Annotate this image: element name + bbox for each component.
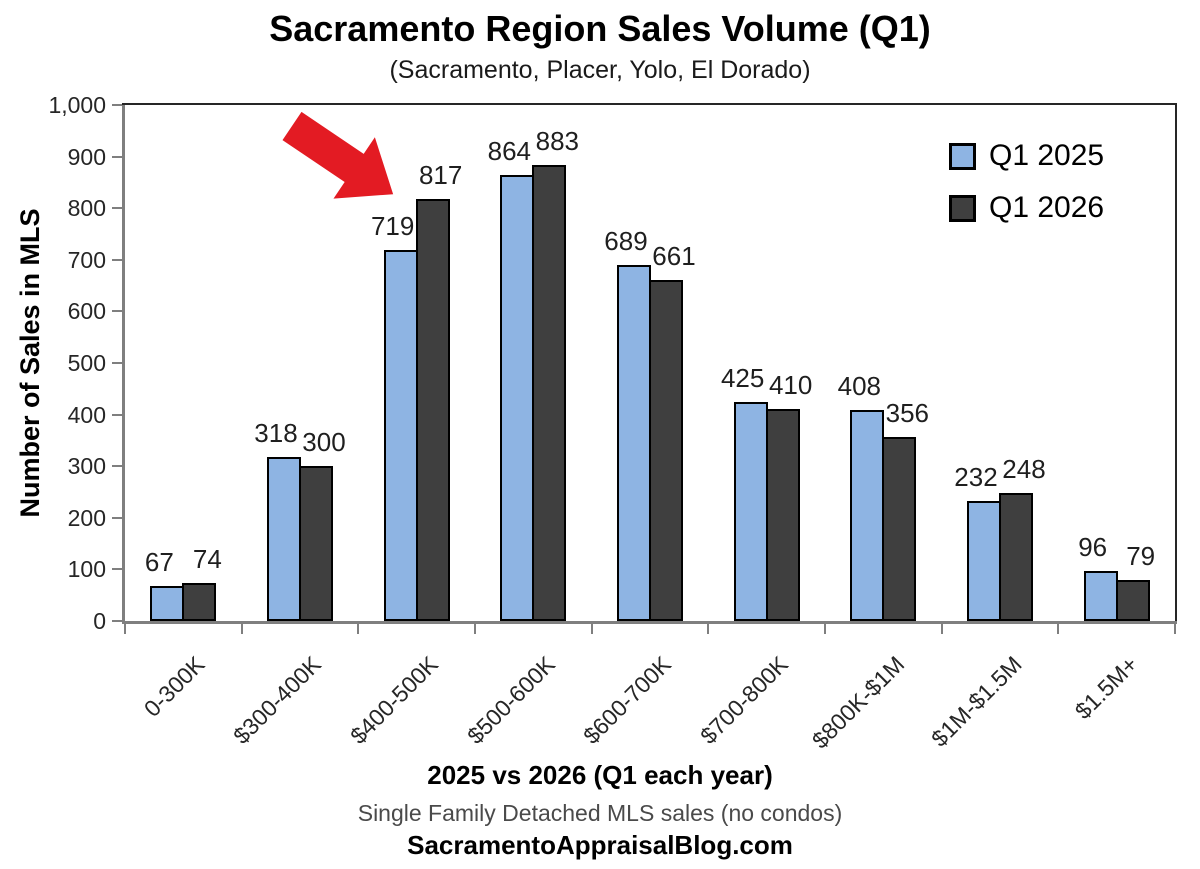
bar-q1-2026-800k-1m: [882, 437, 917, 621]
legend-item: Q1 2026: [949, 193, 1104, 223]
plot-border-top: [122, 103, 1177, 105]
bar-q1-2026-1m-1-5m: [999, 493, 1033, 621]
x-axis-tick: [1057, 624, 1060, 634]
bar-q1-2025-500-600k: [500, 175, 535, 621]
plot-border-right: [1175, 103, 1177, 624]
bar-value-label: 232: [954, 462, 998, 493]
y-axis-tick-label: 100: [67, 556, 106, 583]
y-axis-tick: [112, 104, 122, 106]
x-axis-category-label: $1M-$1.5M: [925, 651, 1027, 752]
bar-q1-2026-500-600k: [532, 165, 567, 621]
x-axis-category-label: $700-800K: [695, 651, 794, 749]
bar-value-label: 410: [768, 370, 813, 401]
x-axis-line: [122, 621, 1177, 624]
bar-value-label: 817: [418, 160, 463, 191]
y-axis-tick-label: 700: [67, 246, 106, 273]
x-axis-labels: 0-300K $300-400K $400-500K $500-600K $600-70…: [125, 621, 1175, 766]
bar-value-label: 248: [1002, 454, 1046, 485]
x-axis-tick: [474, 624, 476, 634]
bar-q1-2026-1-5m: [1115, 580, 1150, 621]
x-axis-category-label: $500-600K: [461, 651, 560, 749]
chart-subtitle: (Sacramento, Placer, Yolo, El Dorado): [389, 56, 811, 84]
bar-value-label: 356: [885, 398, 930, 429]
x-axis-category-label: $600-700K: [578, 651, 677, 749]
y-axis-tick-label: 0: [93, 608, 106, 634]
legend-swatch: [949, 142, 976, 170]
x-axis-category-label: 0-300K: [138, 651, 210, 722]
bar-q1-2026-300-400k: [299, 466, 333, 621]
y-axis-line: [122, 105, 125, 624]
y-axis-tick: [112, 516, 122, 519]
legend-label: Q1 2025: [989, 139, 1105, 172]
chart-credit: SacramentoAppraisalBlog.com: [407, 830, 793, 860]
y-axis-tick-label: 1,000: [48, 92, 106, 118]
y-axis-tick-label: 300: [67, 453, 106, 480]
x-axis-category-label: $800K-$1M: [807, 651, 910, 754]
bar-value-label: 661: [652, 240, 696, 271]
bar-value-label: 300: [302, 427, 346, 458]
chart-footnote: Single Family Detached MLS sales (no con…: [357, 800, 843, 826]
y-axis-tick-label: 500: [67, 350, 106, 376]
bar-value-label: 425: [720, 362, 765, 393]
bar-q1-2026-700-800k: [765, 409, 800, 621]
bar-value-label: 79: [1126, 541, 1156, 572]
bar-q1-2025-400-500k: [383, 250, 418, 621]
y-axis-tick: [112, 207, 122, 210]
y-axis-tick: [112, 620, 122, 622]
legend-label: Q1 2026: [989, 191, 1105, 224]
bar-value-label: 689: [604, 226, 648, 257]
bar-value-label: 719: [370, 211, 415, 241]
y-axis-tick: [112, 258, 122, 261]
bar-value-label: 67: [144, 547, 174, 578]
y-axis-tick-label: 900: [67, 143, 106, 170]
bar-value-label: 408: [837, 371, 882, 402]
y-axis-tick-label: 200: [67, 504, 106, 531]
y-axis-tick: [112, 310, 122, 313]
y-axis-tick: [112, 155, 122, 158]
y-axis-tick: [112, 568, 122, 571]
bar-q1-2025-300-400k: [267, 456, 301, 621]
x-axis-tick: [940, 624, 943, 634]
bar-q1-2025-600-700k: [617, 265, 651, 621]
x-axis-category-label: $400-500K: [345, 651, 444, 749]
x-axis-tick: [824, 624, 826, 634]
bar-value-label: 74: [192, 543, 222, 574]
legend-swatch: [949, 194, 976, 222]
bar-value-label: 96: [1078, 532, 1108, 563]
bar-q1-2026-600-700k: [649, 279, 683, 621]
bar-q1-2025-0-300k: [150, 586, 185, 621]
x-axis-tick: [124, 624, 126, 634]
x-axis-category-label: $1.5M+: [1069, 651, 1144, 725]
x-axis-tick: [707, 624, 710, 634]
bar-value-label: 318: [254, 417, 298, 448]
y-axis-tick-label: 600: [67, 298, 106, 325]
bar-q1-2025-700-800k: [733, 401, 768, 621]
y-axis-tick-label: 400: [67, 401, 106, 428]
x-axis-title: 2025 vs 2026 (Q1 each year): [427, 760, 773, 790]
bar-value-label: 883: [535, 126, 580, 157]
bar-value-label: 864: [487, 136, 532, 167]
annotation-arrow-icon: [282, 111, 394, 199]
x-axis-tick: [357, 624, 360, 634]
x-axis-category-label: $300-400K: [228, 651, 327, 749]
bar-q1-2025-1-5m: [1083, 571, 1118, 621]
legend-item: Q1 2025: [949, 141, 1104, 171]
chart-title: Sacramento Region Sales Volume (Q1): [269, 8, 931, 49]
x-axis-tick: [590, 624, 593, 634]
y-axis-tick: [112, 465, 122, 468]
x-axis-tick: [1174, 624, 1176, 634]
plot-area: Q1 2025 Q1 2026 67 318 719 864 689 425 408 232 96…: [112, 103, 1177, 634]
bar-q1-2025-1m-1-5m: [967, 501, 1001, 621]
legend: Q1 2025 Q1 2026: [949, 141, 1104, 223]
y-axis-tick: [112, 362, 122, 364]
y-axis-tick: [112, 413, 122, 416]
y-axis-labels: 0 100 200 300 400 500 600 700 800 900 1,000: [0, 92, 106, 634]
x-axis-tick: [240, 624, 243, 634]
bar-q1-2026-400-500k: [415, 199, 450, 621]
bar-q1-2026-0-300k: [182, 582, 217, 621]
bar-q1-2025-800k-1m: [850, 410, 885, 621]
y-axis-tick-label: 800: [67, 195, 106, 222]
